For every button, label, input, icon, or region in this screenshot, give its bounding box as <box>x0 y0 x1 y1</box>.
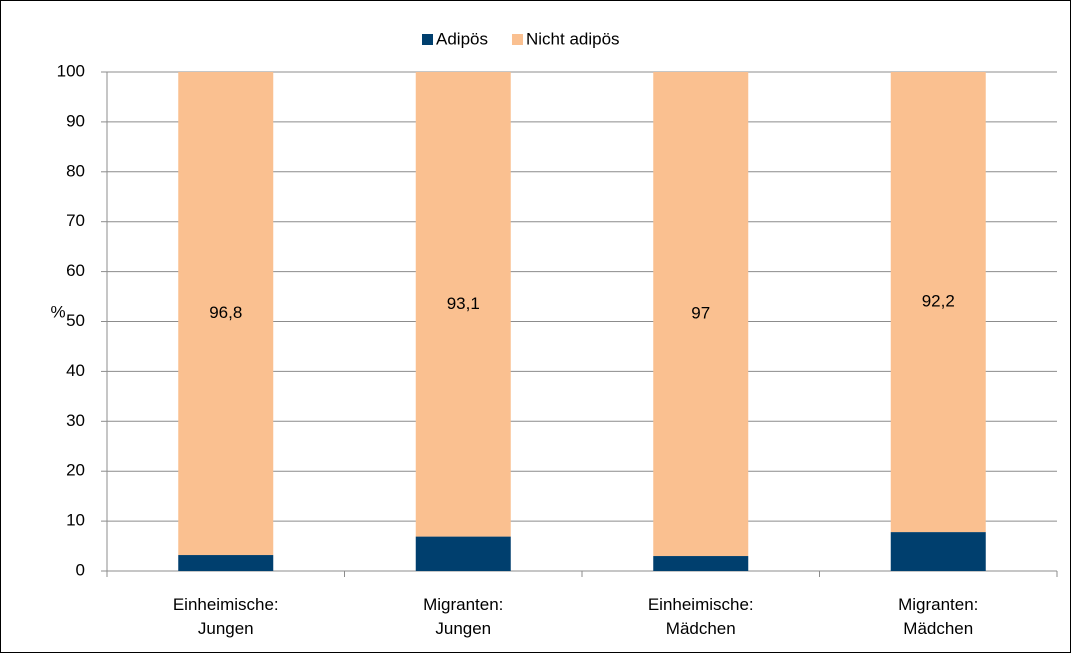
bar-segment <box>178 72 274 556</box>
x-tick-label: Einheimische: Jungen <box>173 595 279 638</box>
y-axis-label: % <box>50 302 65 321</box>
x-tick-line: Jungen <box>435 619 491 638</box>
x-tick-label: Migranten: Mädchen <box>898 595 978 638</box>
y-tick-label: 90 <box>66 111 85 130</box>
x-tick-line: Jungen <box>198 619 254 638</box>
bar-segment <box>415 536 511 571</box>
bar-segment <box>890 532 986 571</box>
x-tick-line: Einheimische: <box>648 595 754 614</box>
x-tick-label: Migranten: Jungen <box>423 595 503 638</box>
x-tick-line: Migranten: <box>898 595 978 614</box>
bar-segment <box>653 72 749 557</box>
y-tick-label: 30 <box>66 411 85 430</box>
bar-segment <box>415 72 511 537</box>
y-tick-label: 10 <box>66 511 85 530</box>
data-label: 96,8 <box>209 303 242 322</box>
data-label: 93,1 <box>447 294 480 313</box>
bar-segment <box>890 72 986 533</box>
legend-label: Adipös <box>436 29 488 48</box>
y-tick-label: 40 <box>66 361 85 380</box>
legend-swatch <box>511 34 523 45</box>
x-tick-line: Einheimische: <box>173 595 279 614</box>
legend-label: Nicht adipös <box>526 29 620 48</box>
y-tick-label: 100 <box>57 61 85 80</box>
legend-swatch <box>422 34 433 45</box>
x-tick-line: Mädchen <box>903 619 973 638</box>
y-tick-label: 60 <box>66 261 85 280</box>
x-tick-label: Einheimische: Mädchen <box>648 595 754 638</box>
bar-segment <box>178 555 274 571</box>
data-label: 92,2 <box>922 292 955 311</box>
x-tick-line: Migranten: <box>423 595 503 614</box>
y-tick-label: 20 <box>66 461 85 480</box>
y-tick-label: 80 <box>66 161 85 180</box>
bar-segment <box>653 556 749 571</box>
data-label: 97 <box>691 303 710 322</box>
x-tick-line: Mädchen <box>666 619 736 638</box>
y-tick-label: 0 <box>76 560 85 579</box>
y-tick-label: 70 <box>66 211 85 230</box>
y-tick-label: 50 <box>66 311 85 330</box>
